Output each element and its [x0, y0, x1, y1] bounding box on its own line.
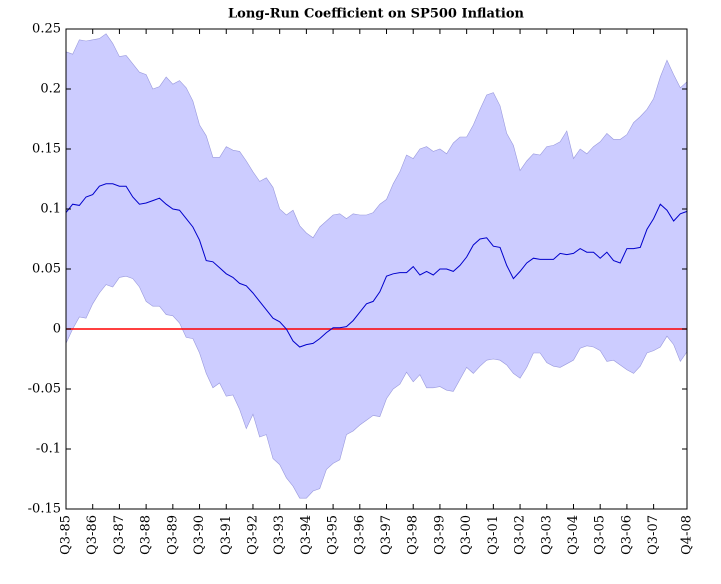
x-tick-label: Q3-85: [59, 515, 74, 555]
x-tick-label: Q3-91: [219, 515, 234, 555]
x-tick-label: Q3-01: [486, 515, 501, 555]
y-tick-label: 0: [53, 322, 61, 337]
series-line: [65, 183, 688, 348]
x-tick-label: Q3-99: [432, 515, 447, 555]
chart-title: Long-Run Coefficient on SP500 Inflation: [228, 7, 524, 22]
x-tick-label: Q3-93: [272, 515, 287, 555]
x-tick-label: Q3-87: [112, 515, 127, 555]
x-tick-label: Q3-05: [593, 515, 608, 555]
x-tick-label: Q3-96: [352, 515, 367, 555]
y-tick-label: 0.25: [32, 22, 61, 37]
x-tick-label: Q3-94: [299, 515, 314, 555]
x-tick-label: Q3-06: [619, 515, 634, 555]
x-tick-label: Q3-97: [379, 515, 394, 555]
y-tick-label: -0.1: [36, 442, 61, 457]
x-tick-label: Q3-86: [85, 515, 100, 555]
x-tick-label: Q3-03: [539, 515, 554, 555]
x-tick-label: Q3-92: [245, 515, 260, 555]
y-tick-label: 0.2: [40, 82, 61, 97]
x-tick-label: Q3-90: [192, 515, 207, 555]
x-tick-label: Q3-88: [139, 515, 154, 555]
x-tick-label: Q3-07: [646, 515, 661, 555]
confidence-band: [65, 33, 688, 499]
x-tick-label: Q3-89: [165, 515, 180, 555]
x-tick-label: Q3-02: [513, 515, 528, 555]
x-tick-label: Q4-08: [680, 515, 695, 555]
y-tick-label: 0.1: [40, 202, 61, 217]
y-tick-label: -0.05: [28, 382, 61, 397]
y-tick-label: -0.15: [28, 502, 61, 517]
x-tick-label: Q3-98: [406, 515, 421, 555]
y-tick-label: 0.05: [32, 262, 61, 277]
x-tick-label: Q3-95: [326, 515, 341, 555]
y-tick-label: 0.15: [32, 142, 61, 157]
x-tick-label: Q3-00: [459, 515, 474, 555]
x-tick-label: Q3-04: [566, 515, 581, 555]
